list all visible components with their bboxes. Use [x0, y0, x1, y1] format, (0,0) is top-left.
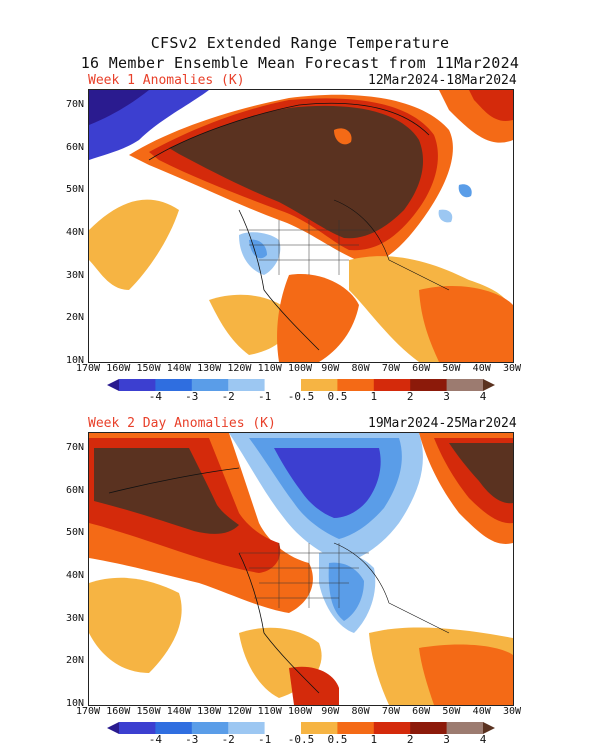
colorbar-label: 2	[406, 733, 414, 746]
lon-label: 130W	[197, 363, 222, 374]
lat-label: 60N	[65, 141, 84, 153]
colorbar-label: -2	[221, 390, 235, 403]
lon-label: 170W	[75, 363, 101, 374]
lon-label: 170W	[75, 706, 101, 717]
colorbar-segment	[337, 722, 375, 734]
colorbar-segment	[264, 722, 302, 734]
colorbar-segment	[119, 379, 156, 391]
colorbar-label: -4	[148, 733, 163, 746]
colorbar-segment	[301, 722, 338, 734]
colorbar-label: -3	[185, 733, 199, 746]
colorbar-label: 1	[370, 733, 378, 746]
title-line-1: CFSv2 Extended Range Temperature	[150, 34, 450, 52]
lon-label: 100W	[287, 706, 313, 717]
colorbar-label: 1	[370, 390, 378, 403]
colorbar-segment	[155, 722, 193, 734]
colorbar-label: -3	[185, 390, 199, 403]
colorbar-label: 2	[406, 390, 414, 403]
panel-2-label: Week 2 Day Anomalies (K)	[88, 416, 276, 431]
lon-label: 90W	[321, 363, 340, 374]
colorbar-segment	[191, 379, 229, 391]
lat-label: 40N	[65, 227, 84, 238]
colorbar-segment	[410, 379, 448, 391]
colorbar-segment	[191, 722, 229, 734]
lon-label: 40W	[472, 363, 491, 374]
colorbar-label: 3	[443, 733, 450, 746]
lon-label: 140W	[166, 706, 191, 717]
colorbar-segment	[264, 379, 302, 391]
lat-label: 50N	[65, 184, 84, 196]
lon-label: 150W	[136, 706, 161, 717]
colorbar-segment	[155, 379, 193, 391]
colorbar-segment	[107, 379, 119, 391]
panel-2-map	[88, 432, 514, 706]
lat-label: 20N	[65, 655, 84, 667]
lon-label: 160W	[106, 363, 131, 374]
colorbar-label: -2	[221, 733, 235, 746]
lat-label: 70N	[65, 442, 84, 453]
lat-label: 10N	[65, 698, 84, 709]
lon-label: 110W	[257, 706, 282, 717]
panel-1-dates: 12Mar2024-18Mar2024	[368, 73, 517, 88]
colorbar-label: -1	[257, 390, 272, 403]
lat-label: 40N	[65, 570, 84, 581]
lon-label: 30W	[502, 363, 522, 374]
lat-label: 50N	[65, 527, 84, 539]
colorbar-label: 4	[479, 733, 487, 746]
colorbar-segment	[373, 379, 411, 391]
lon-label: 140W	[166, 363, 191, 374]
colorbar-segment	[228, 722, 266, 734]
lon-label: 70W	[381, 706, 400, 717]
lon-label: 50W	[442, 363, 461, 374]
lat-label: 20N	[65, 312, 84, 324]
colorbar-segment	[337, 379, 375, 391]
panel-1-map	[88, 89, 514, 363]
colorbar-segment	[446, 379, 484, 391]
colorbar-segment	[228, 379, 266, 391]
lat-label: 60N	[65, 484, 84, 496]
colorbar-segment	[119, 722, 156, 734]
lon-label: 150W	[136, 363, 161, 374]
lon-label: 110W	[257, 363, 282, 374]
colorbar-label: 3	[443, 390, 450, 403]
colorbar-segment	[483, 722, 495, 734]
lon-label: 90W	[321, 706, 340, 717]
panel-1-label: Week 1 Anomalies (K)	[88, 73, 245, 88]
colorbar-label: 4	[479, 390, 487, 403]
colorbar-segment	[483, 379, 495, 391]
lon-label: 130W	[197, 706, 222, 717]
lon-label: 60W	[412, 363, 431, 374]
lat-label: 10N	[65, 355, 84, 366]
lon-label: 80W	[351, 706, 370, 717]
lat-label: 70N	[65, 99, 84, 110]
lon-label: 30W	[502, 706, 522, 717]
colorbar-label: 0.5	[327, 390, 348, 403]
colorbar-segment	[107, 722, 119, 734]
colorbar-label: -4	[148, 390, 163, 403]
lon-label: 70W	[381, 363, 400, 374]
colorbar-label: -0.5	[287, 390, 315, 403]
lon-label: 50W	[442, 706, 461, 717]
colorbar-label: 0.5	[327, 733, 348, 746]
lon-label: 80W	[351, 363, 370, 374]
lon-label: 160W	[106, 706, 131, 717]
lon-label: 120W	[227, 363, 252, 374]
colorbar-segment	[446, 722, 484, 734]
lat-label: 30N	[65, 612, 84, 624]
lon-label: 120W	[227, 706, 252, 717]
colorbar-segment	[373, 722, 411, 734]
colorbar-label: -1	[257, 733, 272, 746]
colorbar-label: -0.5	[287, 733, 315, 746]
lon-label: 60W	[412, 706, 431, 717]
title-line-2: 16 Member Ensemble Mean Forecast from 11…	[80, 54, 520, 72]
lon-label: 40W	[472, 706, 491, 717]
colorbar-2	[107, 719, 495, 738]
colorbar-1	[107, 376, 495, 395]
colorbar-segment	[301, 379, 338, 391]
panel-2-dates: 19Mar2024-25Mar2024	[368, 416, 517, 431]
lon-label: 100W	[287, 363, 313, 374]
lat-label: 30N	[65, 269, 84, 281]
colorbar-segment	[410, 722, 448, 734]
